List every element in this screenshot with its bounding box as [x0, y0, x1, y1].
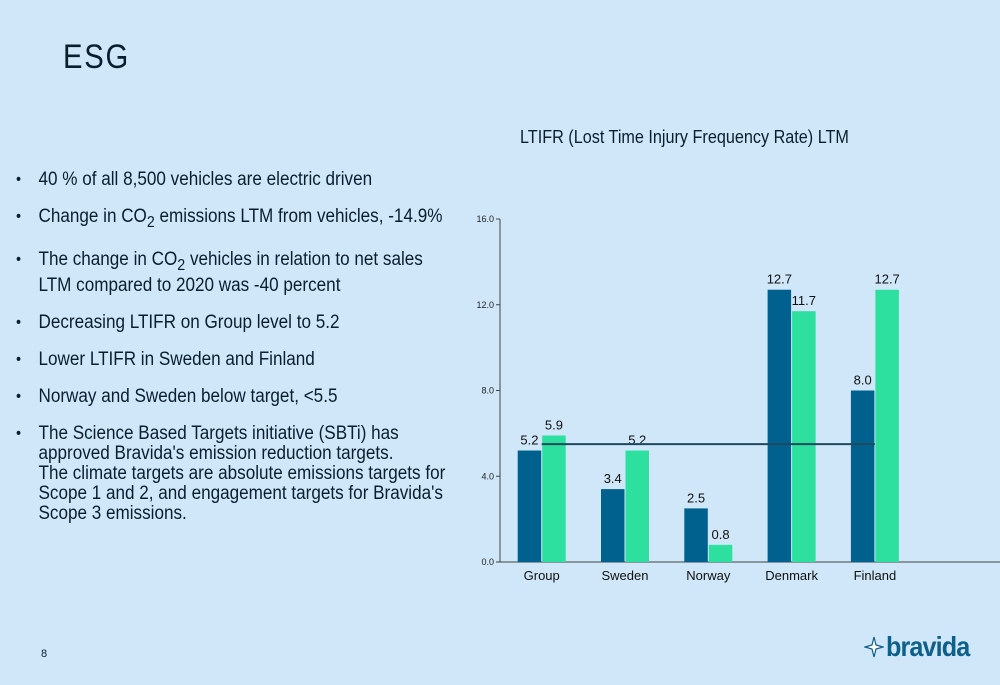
- bullet-text: Lower LTIFR in Sweden and Finland: [38, 348, 315, 370]
- bar-group-previous: [517, 450, 542, 562]
- bullet-text: LTM compared to 2020 was -40 percent: [38, 274, 341, 296]
- bullet-item: Lower LTIFR in Sweden and Finland: [16, 348, 462, 370]
- x-tick-label: Denmark: [765, 568, 818, 583]
- bullet-item: 40 % of all 8,500 vehicles are electric …: [16, 169, 462, 191]
- x-tick-label: Norway: [686, 568, 731, 583]
- data-label: 5.2: [520, 433, 538, 448]
- page-number: 8: [41, 648, 48, 660]
- bar-finland-previous: [850, 390, 875, 562]
- bullet-text: Change in CO: [38, 206, 147, 227]
- x-tick-label: Group: [524, 568, 560, 583]
- bullet-text: The change in CO: [38, 248, 178, 270]
- bullet-text: Norway and Sweden below target, <5.5: [38, 385, 338, 407]
- y-tick-label: 8.0: [481, 386, 494, 396]
- data-label: 12.7: [874, 272, 899, 287]
- y-tick-label: 0.0: [481, 557, 494, 567]
- bar-finland-current: [875, 289, 899, 562]
- bullet-text: vehicles in relation to net sales: [185, 248, 423, 270]
- data-label: 3.4: [604, 471, 622, 486]
- x-tick-label: Finland: [854, 568, 897, 583]
- y-tick-label: 16.0: [476, 214, 494, 224]
- bullet-item: Decreasing LTIFR on Group level to 5.2: [16, 311, 462, 333]
- data-label: 8.0: [854, 373, 872, 388]
- bullet-text: Scope 3 emissions.: [38, 502, 187, 524]
- bravida-logo: bravida: [864, 630, 979, 664]
- x-tick-label: Sweden: [602, 568, 649, 583]
- slide-title: ESG: [63, 38, 130, 76]
- bullet-item: Norway and Sweden below target, <5.5: [16, 385, 462, 407]
- bar-norway-current: [708, 544, 733, 562]
- data-label: 5.9: [545, 418, 563, 433]
- bullet-item: Change in CO2 emissions LTM from vehicle…: [16, 207, 462, 233]
- bar-group-current: [542, 435, 566, 562]
- bullet-list: 40 % of all 8,500 vehicles are electric …: [16, 170, 456, 541]
- bar-denmark-previous: [767, 289, 792, 562]
- star-icon: [864, 636, 884, 658]
- bullet-item: The change in CO2 vehicles in relation t…: [16, 248, 462, 296]
- chart-title: LTIFR (Lost Time Injury Frequency Rate) …: [520, 127, 849, 147]
- logo-text: bravida: [886, 631, 970, 662]
- y-tick-label: 12.0: [476, 300, 494, 310]
- bullet-text: The climate targets are absolute emissio…: [38, 462, 446, 484]
- subscript-2: 2: [146, 213, 155, 231]
- y-tick-label: 4.0: [481, 471, 494, 481]
- bar-denmark-current: [792, 311, 816, 562]
- bar-norway-previous: [684, 508, 708, 562]
- data-label: 12.7: [767, 272, 792, 287]
- bullet-text: 40 % of all 8,500 vehicles are electric …: [38, 169, 373, 190]
- bullet-text: Scope 1 and 2, and engagement targets fo…: [38, 482, 443, 504]
- data-label: 2.5: [687, 490, 705, 505]
- bullet-text: approved Bravida's emission reduction ta…: [38, 442, 394, 464]
- data-label: 0.8: [712, 527, 730, 542]
- bar-sweden-previous: [601, 489, 625, 562]
- bullet-item: The Science Based Targets initiative (SB…: [16, 422, 462, 524]
- subscript-2: 2: [177, 256, 186, 274]
- bullet-text: The Science Based Targets initiative (SB…: [38, 422, 399, 444]
- bar-sweden-current: [625, 450, 649, 562]
- bullet-text: emissions LTM from vehicles, -14.9%: [154, 206, 443, 227]
- bullet-text: Decreasing LTIFR on Group level to 5.2: [38, 311, 340, 333]
- data-label: 11.7: [792, 293, 816, 308]
- data-label: 5.2: [628, 433, 646, 448]
